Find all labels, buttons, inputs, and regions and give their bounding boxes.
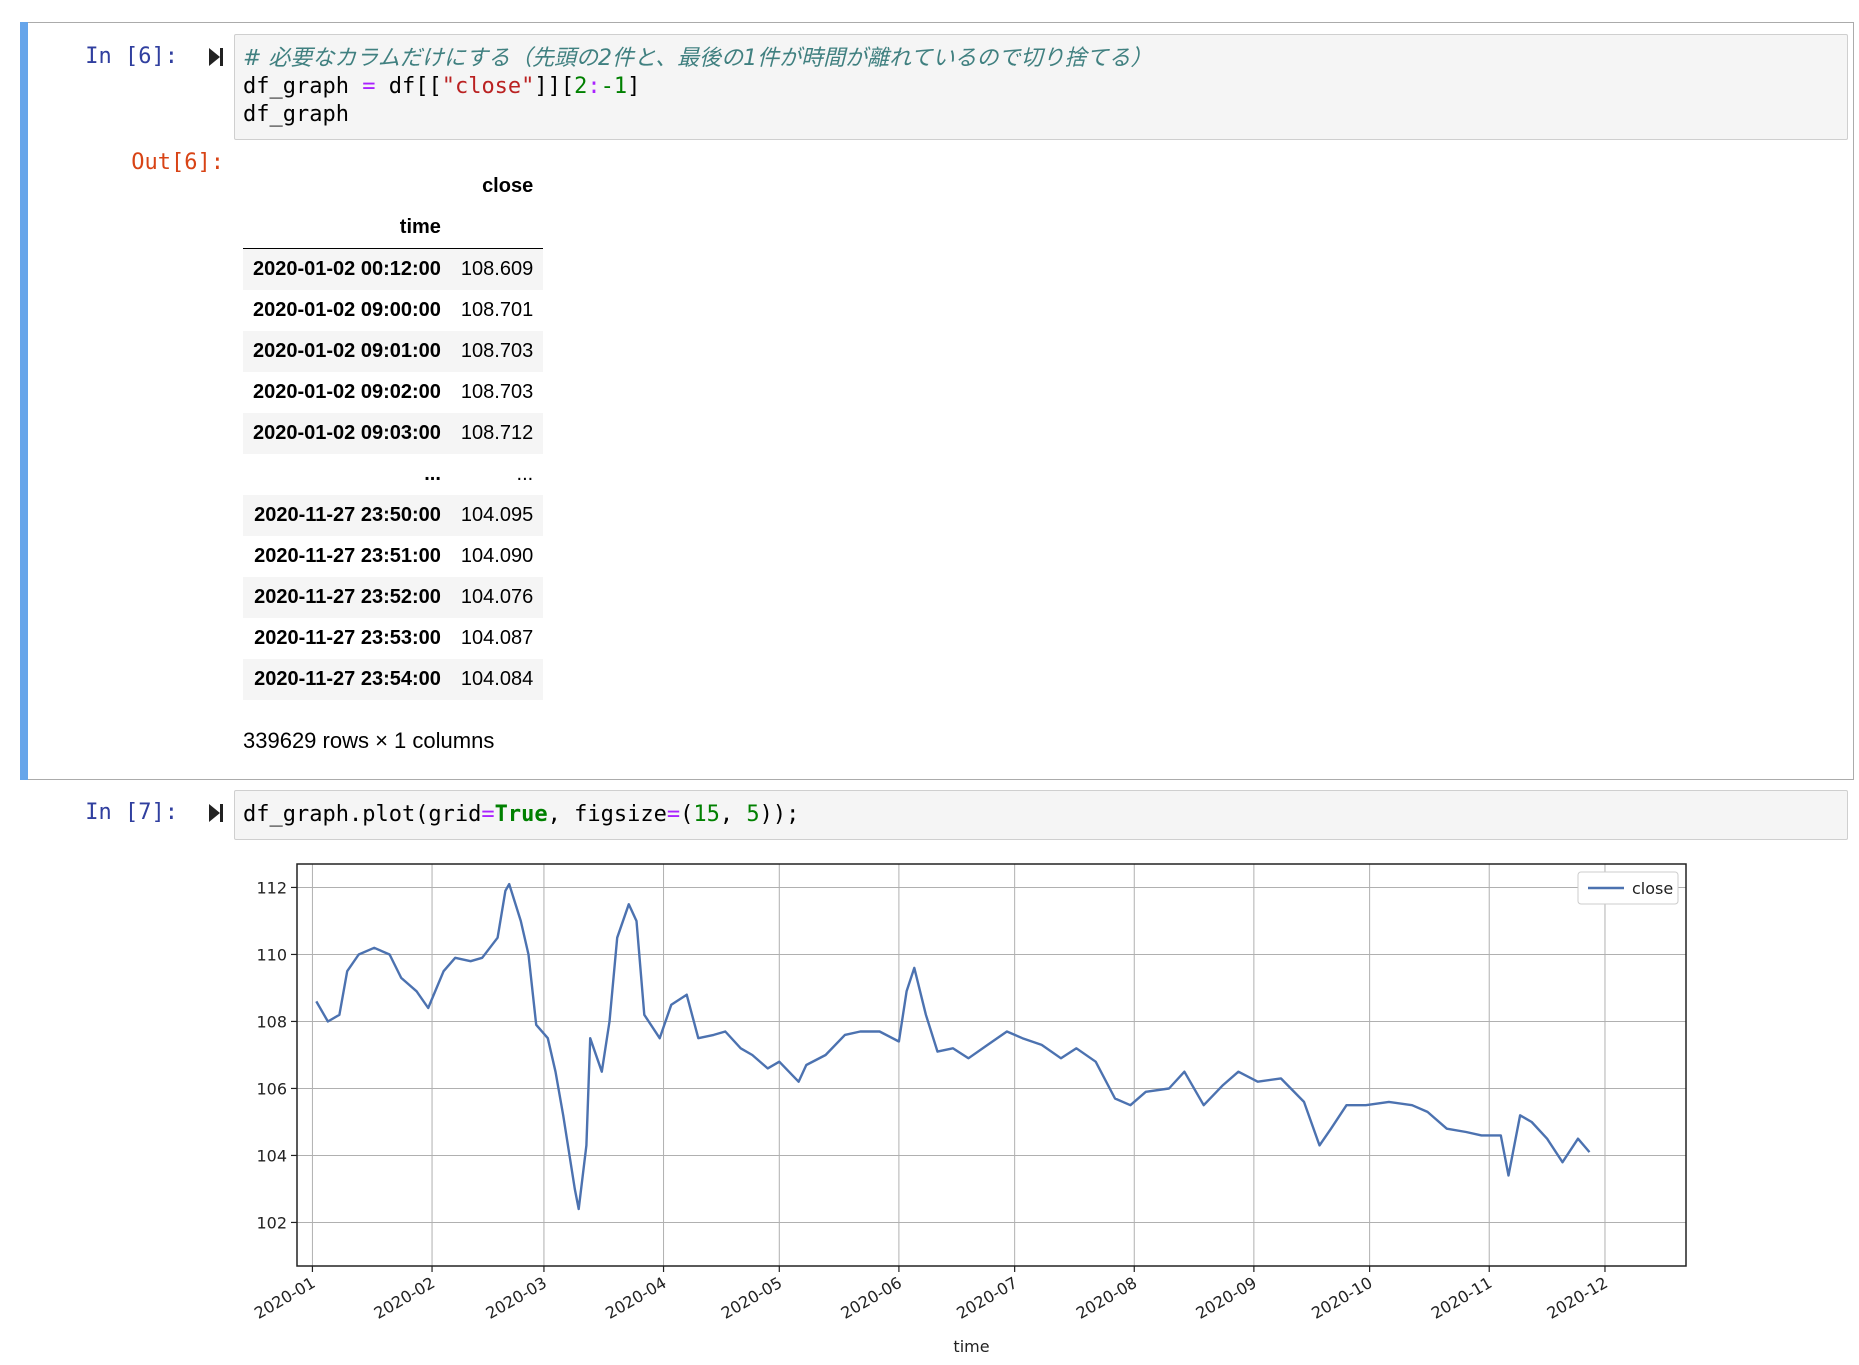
x-tick-label: 2020-06 xyxy=(837,1273,904,1323)
cell-6[interactable] xyxy=(20,22,1854,780)
cell-7-input-prompt: In [7]: xyxy=(85,800,178,825)
table-row: 2020-01-02 00:12:00 108.609 xyxy=(243,248,544,290)
x-tick-label: 2020-10 xyxy=(1308,1273,1375,1323)
dataframe-shape-footer: 339629 rows × 1 columns xyxy=(243,728,495,753)
y-tick-label: 104 xyxy=(256,1146,287,1165)
dataframe-table: close time 2020-01-02 00:12:00 108.609 20… xyxy=(243,166,544,700)
row-index: 2020-11-27 23:52:00 xyxy=(254,586,441,608)
row-value: 104.087 xyxy=(460,627,534,649)
run-cell-icon[interactable] xyxy=(208,803,224,823)
row-index: 2020-11-27 23:54:00 xyxy=(254,668,441,690)
y-tick-label: 110 xyxy=(256,945,287,964)
row-index: 2020-01-02 09:00:00 xyxy=(253,299,441,321)
y-tick-label: 108 xyxy=(256,1012,287,1031)
row-value: 104.076 xyxy=(460,586,534,608)
x-tick-label: 2020-01 xyxy=(251,1273,318,1323)
x-tick-label: 2020-09 xyxy=(1192,1273,1259,1323)
x-tick-label: 2020-03 xyxy=(483,1273,550,1323)
row-index: 2020-01-02 09:03:00 xyxy=(253,422,441,444)
legend-box xyxy=(1577,871,1679,905)
row-index: 2020-11-27 23:50:00 xyxy=(254,504,441,526)
row-value: 104.084 xyxy=(460,668,534,690)
index-name-time: time xyxy=(243,207,451,249)
legend-label: close xyxy=(1632,879,1673,898)
row-index: 2020-01-02 00:12:00 xyxy=(253,258,441,280)
column-header-close: close xyxy=(482,175,534,197)
row-index: 2020-11-27 23:51:00 xyxy=(254,545,441,567)
cell-6-output-prompt: Out[6]: xyxy=(131,150,224,175)
code-line-3: df_graph xyxy=(243,102,349,127)
row-value: 104.095 xyxy=(460,504,534,526)
series-line-close xyxy=(315,882,1591,1211)
row-value: 108.703 xyxy=(460,340,534,362)
x-tick-label: 2020-11 xyxy=(1428,1273,1495,1323)
table-row: 2020-01-02 09:02:00 108.703 xyxy=(243,372,543,413)
table-row: 2020-01-02 09:00:00 108.701 xyxy=(243,290,543,331)
row-index: 2020-11-27 23:53:00 xyxy=(254,627,441,649)
selected-cell-indicator xyxy=(20,22,28,780)
table-row: 2020-11-27 23:52:00 104.076 xyxy=(243,577,544,618)
plot-area xyxy=(297,864,1686,1266)
row-value: 108.609 xyxy=(460,258,534,280)
x-tick-label: 2020-05 xyxy=(718,1273,785,1323)
table-row: 2020-01-02 09:03:00 108.712 xyxy=(243,413,544,454)
row-value: ... xyxy=(516,463,534,485)
row-value: 108.703 xyxy=(460,381,534,403)
line-chart: 102 104 106 108 110 112 2020-01 2020-02 2020-03 2… xyxy=(251,863,1687,1356)
y-tick-label: 106 xyxy=(256,1079,287,1098)
row-index: 2020-01-02 09:01:00 xyxy=(253,340,441,362)
x-tick-label: 2020-12 xyxy=(1544,1273,1611,1323)
row-index: 2020-01-02 09:02:00 xyxy=(253,381,441,403)
x-tick-label: 2020-07 xyxy=(953,1273,1020,1323)
cell-6-code-editor[interactable]: # 必要なカラムだけにする（先頭の2件と、最後の1件が時間が離れているので切り捨… xyxy=(234,34,1848,140)
run-cell-icon[interactable] xyxy=(208,47,224,67)
row-value: 108.701 xyxy=(460,299,534,321)
y-tick-label: 112 xyxy=(256,878,287,897)
row-value: 104.090 xyxy=(460,545,534,567)
table-row: 2020-11-27 23:51:00 104.090 xyxy=(243,536,543,577)
x-tick-label: 2020-08 xyxy=(1073,1273,1140,1323)
table-row-ellipsis: ...... xyxy=(243,454,543,495)
x-axis-label: time xyxy=(953,1337,989,1356)
row-index: ... xyxy=(424,463,441,485)
cell-7-code-editor[interactable]: df_graph.plot(grid=True, figsize=(15, 5)… xyxy=(234,790,1848,840)
x-tick-label: 2020-02 xyxy=(371,1273,438,1323)
table-row: 2020-11-27 23:53:00 104.087 xyxy=(243,618,543,659)
code-comment: # 必要なカラムだけにする（先頭の2件と、最後の1件が時間が離れているので切り捨… xyxy=(243,46,1153,71)
cell-6-input-prompt: In [6]: xyxy=(85,44,178,69)
row-value: 108.712 xyxy=(460,422,534,444)
y-tick-label: 102 xyxy=(256,1213,287,1232)
x-tick-label: 2020-04 xyxy=(602,1273,669,1323)
code-line-2: df_graph = df[["close"]][2:-1] xyxy=(243,74,641,99)
table-row: 2020-11-27 23:54:00 104.084 xyxy=(243,659,544,700)
table-row: 2020-11-27 23:50:00 104.095 xyxy=(243,495,544,536)
table-row: 2020-01-02 09:01:00 108.703 xyxy=(243,331,544,372)
plot-frame xyxy=(296,863,1687,1267)
